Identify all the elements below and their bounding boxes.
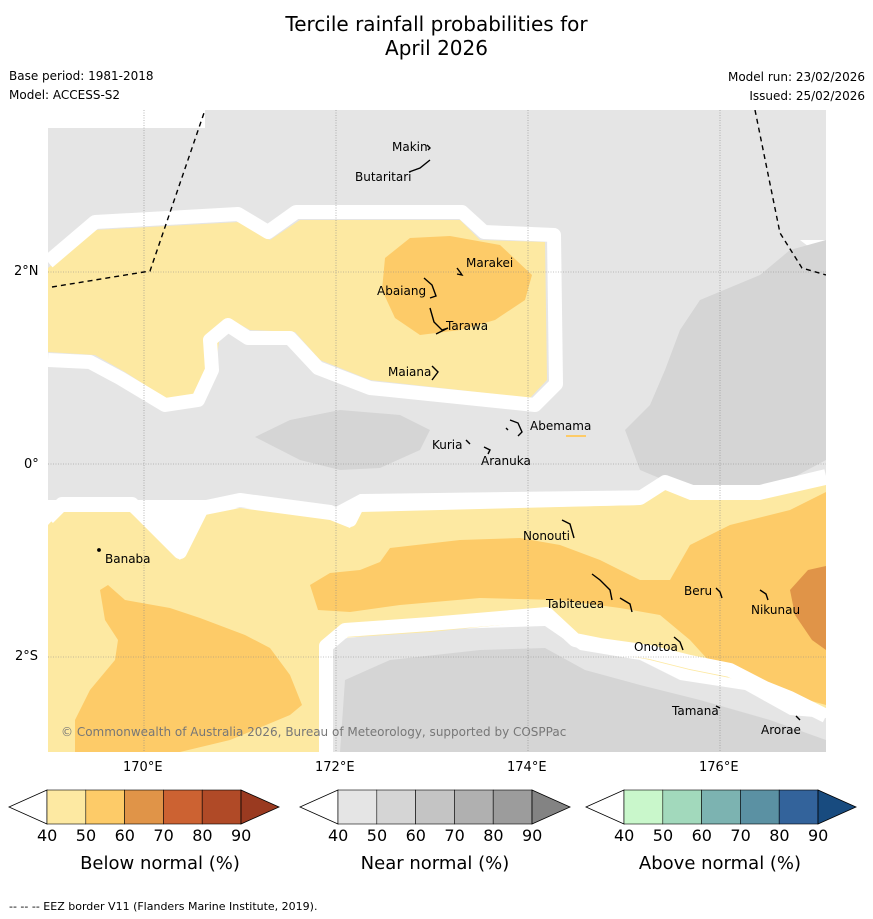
island-label-onotoa: Onotoa bbox=[634, 640, 678, 654]
colorbar-tick-label: 40 bbox=[614, 826, 635, 845]
colorbar-segment bbox=[740, 789, 780, 825]
colorbar-tick-label: 70 bbox=[444, 826, 465, 845]
island-shapes bbox=[97, 144, 801, 721]
colorbar-segment bbox=[46, 789, 87, 825]
issued-text: Issued: 25/02/2026 bbox=[749, 89, 865, 103]
lon-label-176e: 176°E bbox=[699, 760, 739, 775]
lat-label-2n: 2°N bbox=[14, 264, 39, 279]
colorbar-extend-high bbox=[817, 789, 857, 825]
island-label-tabiteuea: Tabiteuea bbox=[546, 597, 605, 611]
colorbar-extend-high bbox=[531, 789, 571, 825]
colorbar-tick-label: 70 bbox=[730, 826, 751, 845]
colorbar-tick-label: 40 bbox=[328, 826, 349, 845]
colorbar-tick-label: 80 bbox=[769, 826, 790, 845]
contour-gap-lines bbox=[48, 205, 563, 412]
below-normal-south-core bbox=[310, 492, 826, 705]
eez-border bbox=[51, 110, 826, 288]
near-normal-equator-blob bbox=[255, 410, 430, 470]
lat-label-0: 0° bbox=[24, 457, 39, 472]
island-label-arorae: Arorae bbox=[761, 723, 801, 737]
colorbar-segment bbox=[124, 789, 164, 825]
colorbar-tick-label: 50 bbox=[366, 826, 388, 845]
colorbar-segment bbox=[623, 789, 664, 825]
colorbar-below-normal bbox=[8, 789, 280, 825]
island-label-abaiang: Abaiang bbox=[377, 284, 427, 298]
colorbar-tick-label: 60 bbox=[691, 826, 712, 845]
colorbar-label-below: Below normal (%) bbox=[80, 853, 240, 874]
island-label-nonouti: Nonouti bbox=[523, 529, 570, 543]
colorbar-tick-label: 60 bbox=[405, 826, 426, 845]
colorbar-segment bbox=[337, 789, 378, 825]
colorbar-tick-label: 90 bbox=[522, 826, 543, 845]
chart-title-line1: Tercile rainfall probabilities for bbox=[285, 12, 588, 36]
colorbar-tick-label: 50 bbox=[652, 826, 674, 845]
island-label-abemama: Abemama bbox=[530, 419, 592, 433]
colorbar-extend-low bbox=[8, 789, 48, 825]
colorbar-tick-label: 80 bbox=[192, 826, 213, 845]
island-label-kuria: Kuria bbox=[432, 438, 463, 452]
island-label-marakei: Marakei bbox=[466, 256, 514, 270]
lon-label-172e: 172°E bbox=[315, 760, 355, 775]
colorbar-label-near: Near normal (%) bbox=[360, 853, 510, 874]
contour-gap-lines-south bbox=[48, 469, 826, 752]
colorbar-segment bbox=[778, 789, 819, 825]
colorbar-tick-label: 90 bbox=[808, 826, 829, 845]
colorbar-extend-low bbox=[585, 789, 625, 825]
model-text: Model: ACCESS-S2 bbox=[9, 88, 121, 102]
eez-footer-note: -- -- -- EEZ border V11 (Flanders Marine… bbox=[9, 900, 318, 913]
colorbar-segment bbox=[376, 789, 416, 825]
colorbars bbox=[8, 789, 857, 825]
below-normal-east-core bbox=[790, 566, 826, 650]
copyright-text: © Commonwealth of Australia 2026, Bureau… bbox=[61, 725, 567, 739]
colorbar-tick-label: 50 bbox=[75, 826, 97, 845]
near-normal-northeast-region bbox=[610, 110, 826, 500]
lon-label-174e: 174°E bbox=[507, 760, 547, 775]
colorbar-segment bbox=[201, 789, 242, 825]
below-normal-tarawa-blob bbox=[382, 236, 532, 335]
colorbar-segment bbox=[163, 789, 203, 825]
map-fields bbox=[48, 110, 826, 752]
island-label-tamana: Tamana bbox=[672, 704, 719, 718]
colorbar-extend-low bbox=[299, 789, 339, 825]
island-label-maiana: Maiana bbox=[388, 365, 432, 379]
island-label-tarawa: Tarawa bbox=[446, 319, 489, 333]
colorbar-tick-label: 40 bbox=[37, 826, 58, 845]
island-label-aranuka: Aranuka bbox=[481, 454, 531, 468]
island-label-butaritari: Butaritari bbox=[355, 170, 412, 184]
colorbar-segment bbox=[492, 789, 533, 825]
model-run-text: Model run: 23/02/2026 bbox=[727, 70, 865, 84]
chart-title-line2: April 2026 bbox=[385, 36, 488, 60]
lon-label-170e: 170°E bbox=[123, 760, 163, 775]
colorbar-tick-label: 70 bbox=[153, 826, 174, 845]
colorbar-near-normal bbox=[299, 789, 571, 825]
near-normal-south-darker bbox=[340, 648, 826, 752]
colorbar-tick-label: 80 bbox=[483, 826, 504, 845]
colorbar-segment bbox=[662, 789, 702, 825]
colorbar-extend-high bbox=[240, 789, 280, 825]
island-label-beru: Beru bbox=[684, 584, 713, 598]
lat-label-2s: 2°S bbox=[15, 649, 39, 664]
colorbar-tick-label: 60 bbox=[114, 826, 135, 845]
below-normal-southwest-blob bbox=[75, 585, 302, 752]
colorbar-segment bbox=[415, 789, 455, 825]
colorbar-label-above: Above normal (%) bbox=[638, 853, 802, 874]
colorbar-segment bbox=[454, 789, 494, 825]
colorbar-segment bbox=[701, 789, 741, 825]
colorbar-segment bbox=[85, 789, 125, 825]
island-label-makin: Makin bbox=[392, 140, 428, 154]
graticule bbox=[48, 110, 826, 752]
colorbar-tick-label: 90 bbox=[231, 826, 252, 845]
colorbar-above-normal bbox=[585, 789, 857, 825]
island-label-nikunau: Nikunau bbox=[751, 603, 801, 617]
base-period-text: Base period: 1981-2018 bbox=[9, 69, 154, 83]
colorbar-ticks: 40 50 60 70 80 90 40 50 60 70 80 90 40 50 60 70 80 90 bbox=[0, 826, 873, 856]
island-label-banaba: Banaba bbox=[105, 552, 151, 566]
